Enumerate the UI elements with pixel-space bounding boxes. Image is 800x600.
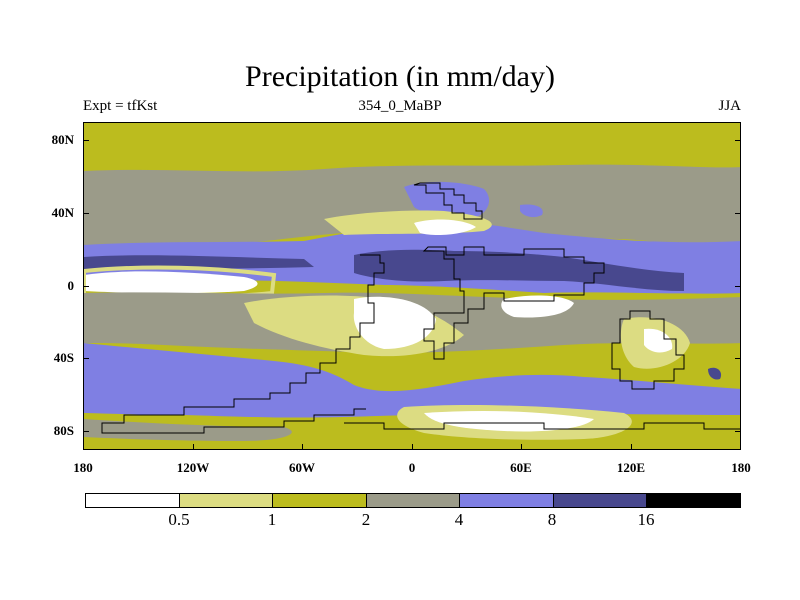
coastline-africa-eurasia — [422, 246, 605, 360]
x-label-60w: 60W — [289, 460, 315, 475]
x-label-0: 0 — [408, 460, 416, 475]
band-itcz-dark — [84, 255, 314, 269]
precipitation-map — [83, 122, 741, 450]
band-north-polar — [84, 123, 740, 171]
x-label-120w: 120W — [176, 460, 210, 475]
x-label-180w: 180 — [73, 460, 93, 475]
north-purple-blob-1 — [404, 181, 490, 218]
colorbar-swatch-3 — [366, 494, 461, 507]
antarctic-grey — [84, 419, 292, 441]
x-label-120e: 120E — [616, 460, 646, 475]
y-tick-right — [735, 431, 741, 432]
colorbar-swatch-6 — [647, 494, 741, 507]
y-tick-right — [735, 286, 741, 287]
map-svg — [84, 123, 740, 449]
itcz-dark-africa-asia — [354, 249, 684, 291]
colorbar — [85, 493, 741, 508]
y-label-80n: 80N — [51, 132, 74, 147]
x-tick — [631, 444, 632, 450]
x-label-60e: 60E — [510, 460, 532, 475]
y-tick — [83, 213, 89, 214]
colorbar-label-2: 2 — [361, 510, 371, 529]
x-tick — [193, 444, 194, 450]
y-label-80s: 80S — [53, 423, 74, 438]
colorbar-label-16: 16 — [637, 510, 655, 529]
x-tick — [302, 444, 303, 450]
colorbar-swatch-0 — [86, 494, 180, 507]
season-label: JJA — [718, 98, 741, 114]
y-tick — [83, 358, 89, 359]
x-label-180e: 180 — [731, 460, 751, 475]
y-tick-right — [735, 140, 741, 141]
colorbar-swatch-2 — [273, 494, 367, 507]
colorbar-label-8: 8 — [547, 510, 557, 529]
coastline-australia — [611, 310, 685, 390]
map-title: Precipitation (in mm/day) — [245, 60, 555, 93]
band-north-mid-grey — [84, 164, 740, 251]
north-purple-blob-2 — [520, 204, 543, 218]
colorbar-swatch-5 — [553, 494, 648, 507]
australia-white — [644, 328, 673, 353]
experiment-label: Expt = tfKst — [83, 98, 158, 114]
y-label-0: 0 — [67, 278, 75, 293]
coastline-antarctica — [344, 422, 740, 430]
y-label-40s: 40S — [53, 350, 74, 365]
y-label-40n: 40N — [51, 205, 74, 220]
antarctic-white — [424, 411, 594, 432]
colorbar-swatch-4 — [460, 494, 554, 507]
band-south-purple — [84, 343, 740, 419]
pacific-white-streak — [84, 271, 258, 294]
x-tick — [412, 444, 413, 450]
colorbar-label-4: 4 — [454, 510, 464, 529]
y-tick-right — [735, 213, 741, 214]
period-label: 354_0_MaBP — [358, 98, 442, 114]
x-tick — [521, 444, 522, 450]
colorbar-label-0-5: 0.5 — [168, 510, 190, 529]
y-tick-right — [735, 358, 741, 359]
coastline-americas — [101, 182, 483, 434]
y-tick — [83, 431, 89, 432]
y-tick — [83, 140, 89, 141]
south-dark-blob — [708, 367, 722, 380]
y-tick — [83, 286, 89, 287]
colorbar-swatch-1 — [179, 494, 274, 507]
sahara-white — [414, 219, 476, 235]
colorbar-label-1: 1 — [267, 510, 277, 529]
